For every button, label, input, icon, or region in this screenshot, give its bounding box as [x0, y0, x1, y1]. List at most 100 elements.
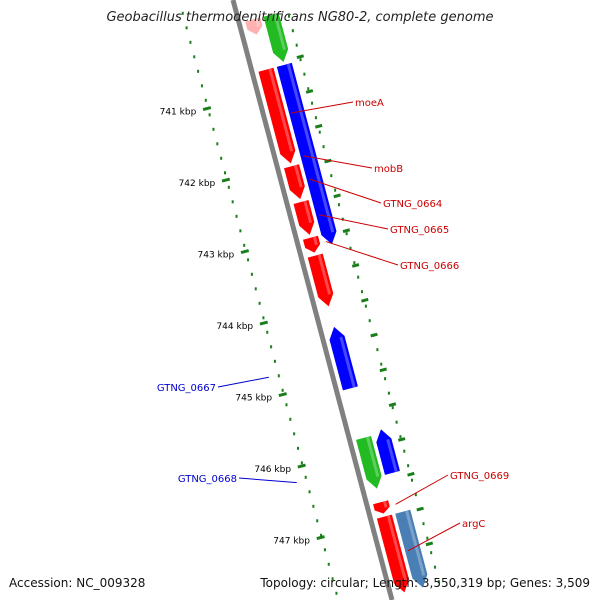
gene-arrow — [302, 235, 321, 253]
tick-dot — [247, 258, 250, 262]
genome-stats-label: Topology: circular; Length: 3,550,319 bp… — [260, 576, 590, 590]
gene-arrow — [245, 17, 263, 35]
accession-label: Accession: NC_009328 — [9, 576, 146, 590]
tick-mark — [397, 437, 406, 442]
gene-moeA — [258, 67, 296, 164]
scale-tick-mark — [316, 535, 325, 541]
tick-mark — [296, 54, 305, 60]
scale-tick-mark — [221, 177, 231, 183]
gene-GTNG_0665 — [293, 200, 315, 235]
gene-highlight — [405, 510, 426, 576]
tick-dot — [391, 406, 394, 410]
gene-feature — [245, 17, 263, 35]
scale-tick-label: 742 kbp — [179, 179, 216, 189]
tick-dot — [303, 72, 306, 76]
tick-dot — [331, 577, 334, 581]
tick-dot — [434, 565, 437, 569]
tick-dot — [304, 475, 307, 479]
gene-arrow — [293, 200, 315, 235]
gene-GTNG_0664 — [284, 164, 305, 200]
tick-dot — [181, 11, 184, 15]
tick-dot — [337, 203, 340, 207]
tick-mark — [379, 367, 388, 373]
tick-dot — [410, 478, 413, 482]
gene-feature — [263, 12, 289, 62]
scale-tick-label: 741 kbp — [160, 107, 197, 117]
scale-tick-label: 747 kbp — [273, 536, 310, 546]
tick-dot — [322, 145, 325, 149]
tick-mark — [305, 89, 314, 94]
gene-label[interactable]: argC — [462, 519, 485, 530]
tick-mark — [425, 541, 434, 547]
tick-dot — [270, 345, 273, 349]
gene-GTNG_0669 — [373, 500, 390, 514]
gene-highlight — [386, 438, 398, 473]
tick-mark — [370, 332, 378, 338]
tick-dot — [197, 69, 200, 73]
gene-arrow — [329, 326, 358, 391]
tick-dot — [243, 243, 246, 247]
tick-dot — [387, 391, 390, 395]
tick-dot — [335, 591, 338, 595]
gene-highlight — [386, 515, 407, 581]
tick-dot — [361, 290, 364, 294]
tick-dot — [349, 246, 352, 250]
gene-label[interactable]: moeA — [355, 98, 384, 109]
tick-dot — [227, 185, 230, 189]
tick-dot — [266, 330, 269, 334]
tick-dot — [239, 229, 242, 233]
tick-dot — [426, 536, 429, 540]
tick-dot — [193, 55, 196, 59]
tick-dot — [403, 449, 406, 453]
tick-dot — [216, 142, 219, 146]
gene-arrow — [373, 500, 390, 514]
gene-arrow — [356, 435, 382, 489]
gene-label[interactable]: GTNG_0669 — [450, 471, 509, 482]
gene-GTNG_0667 — [329, 326, 358, 391]
tick-dot — [422, 522, 425, 526]
tick-mark — [333, 193, 341, 199]
gene-argC — [376, 514, 410, 593]
gene-highlight — [366, 436, 380, 477]
tick-dot — [297, 446, 300, 450]
scale-tick-label: 743 kbp — [198, 250, 235, 260]
gene-arrow — [376, 514, 410, 593]
tick-dot — [384, 377, 387, 381]
tick-dot — [300, 461, 303, 465]
gene-label[interactable]: GTNG_0666 — [400, 261, 459, 272]
gene-label[interactable]: GTNG_0664 — [383, 199, 442, 210]
gene-highlight — [383, 501, 388, 508]
tick-dot — [311, 101, 314, 105]
gene-mobB — [276, 62, 337, 245]
tick-dot — [334, 188, 337, 192]
gene-leader-line — [318, 214, 389, 230]
tick-mark — [342, 228, 351, 234]
tick-dot — [250, 272, 253, 276]
gene-features — [245, 12, 428, 593]
tick-mark — [416, 506, 424, 512]
genome-backbone — [230, 0, 395, 601]
gene-arrow — [376, 429, 400, 475]
gene-arrow — [276, 62, 337, 245]
tick-dot — [312, 504, 315, 508]
tick-dot — [380, 362, 383, 366]
tick-dot — [273, 359, 276, 363]
tick-mark — [361, 297, 369, 303]
tick-dot — [281, 388, 284, 392]
tick-dot — [285, 403, 288, 407]
gene-label[interactable]: GTNG_0668 — [178, 474, 237, 485]
tick-dot — [320, 533, 323, 537]
tick-dot — [437, 580, 440, 584]
outer-tick-track — [288, 14, 440, 584]
gene-label[interactable]: mobB — [374, 164, 403, 175]
gene-label[interactable]: GTNG_0667 — [157, 383, 216, 394]
gene-label[interactable]: GTNG_0665 — [390, 225, 449, 236]
scale-tick-label: 746 kbp — [254, 465, 291, 475]
tick-mark — [407, 471, 415, 477]
gene-GTNG_0668 — [356, 435, 382, 489]
gene-highlight — [286, 63, 335, 233]
tick-dot — [308, 490, 311, 494]
scale-tick-mark — [259, 320, 269, 326]
